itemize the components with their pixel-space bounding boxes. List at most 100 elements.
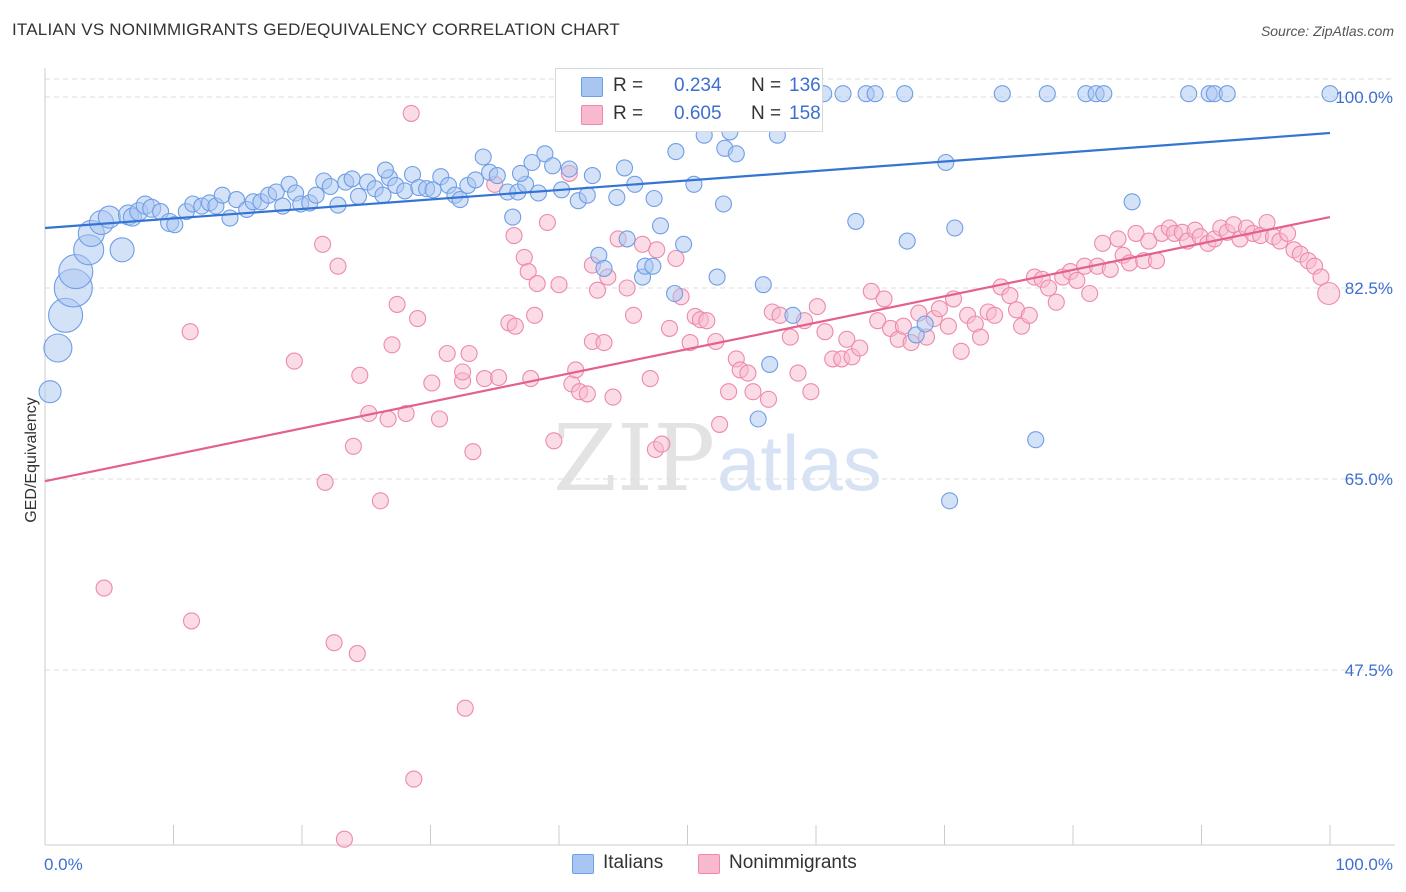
data-point	[343, 170, 361, 188]
data-point	[1180, 85, 1198, 103]
data-point	[1027, 431, 1045, 449]
data-point	[560, 160, 578, 178]
data-point	[851, 339, 869, 357]
data-point	[464, 443, 482, 461]
nonimmigrants-swatch	[698, 854, 720, 874]
data-point	[653, 435, 671, 453]
data-point	[847, 212, 865, 230]
data-point	[316, 473, 334, 491]
data-point	[109, 237, 135, 263]
data-point	[307, 186, 325, 204]
data-point	[727, 145, 745, 163]
data-point	[526, 306, 544, 324]
data-point	[789, 364, 807, 382]
data-point	[645, 189, 663, 208]
data-point	[335, 830, 353, 848]
trend-lines	[44, 131, 1331, 483]
data-point	[460, 344, 478, 363]
legend-r-value: 0.605	[674, 103, 722, 124]
data-point	[181, 323, 199, 341]
data-point	[651, 217, 670, 235]
data-point	[898, 232, 916, 250]
grid-lines	[45, 78, 1395, 671]
data-point	[816, 323, 834, 341]
stats-legend: R = 0.234 N = 136 R = 0.605 N = 158	[555, 68, 823, 132]
data-point	[615, 159, 634, 177]
data-point	[456, 699, 474, 717]
data-point	[761, 355, 779, 373]
data-point	[451, 191, 469, 209]
data-point	[488, 167, 506, 185]
data-point	[504, 208, 522, 226]
data-point	[182, 612, 201, 630]
data-point	[383, 336, 401, 354]
data-point	[660, 319, 679, 337]
data-point	[739, 364, 757, 382]
data-point	[1218, 85, 1236, 103]
data-point	[714, 195, 733, 213]
data-point	[896, 85, 914, 103]
data-point	[754, 276, 772, 294]
data-point	[376, 161, 395, 179]
data-point	[1321, 85, 1339, 103]
data-point	[986, 306, 1004, 324]
data-point	[550, 276, 568, 294]
data-point	[349, 187, 368, 205]
data-point	[321, 177, 339, 196]
y-tick-label: 47.5%	[1345, 661, 1393, 680]
data-point	[285, 352, 303, 370]
data-point	[802, 383, 820, 401]
data-point	[648, 241, 666, 259]
data-point	[708, 268, 726, 286]
data-point	[430, 410, 449, 428]
trend-line-italians	[44, 131, 1331, 230]
data-point	[808, 298, 826, 316]
data-point	[624, 306, 643, 324]
data-point	[388, 295, 406, 313]
data-point	[348, 645, 366, 663]
data-point	[618, 230, 636, 248]
data-point	[838, 330, 856, 348]
data-point	[641, 370, 659, 388]
data-point	[930, 300, 948, 318]
data-point	[604, 388, 622, 406]
data-point	[409, 310, 427, 328]
data-point	[1317, 281, 1341, 306]
data-point	[784, 306, 802, 324]
data-point	[424, 181, 442, 199]
x-tick-labels: 0.0% 100.0%	[44, 855, 1393, 874]
data-point	[618, 279, 636, 297]
data-point	[371, 492, 389, 510]
data-point	[1001, 287, 1019, 305]
watermark-zip: ZIP	[553, 405, 715, 512]
data-point	[720, 383, 738, 401]
data-point	[466, 171, 485, 189]
data-point	[595, 259, 613, 277]
data-point	[681, 334, 699, 352]
data-point	[578, 385, 596, 403]
data-point	[351, 366, 369, 384]
axes	[44, 68, 1395, 846]
data-point	[1127, 224, 1145, 242]
data-point	[396, 182, 414, 200]
data-point	[166, 216, 184, 234]
legend-n-label: N =	[751, 103, 782, 124]
watermark-atlas: atlas	[717, 419, 882, 507]
data-point	[405, 770, 423, 788]
data-point	[221, 209, 239, 227]
data-point	[38, 380, 62, 404]
legend-label-nonimmigrants: Nonimmigrants	[729, 852, 857, 873]
data-point	[515, 248, 533, 266]
chart-title: ITALIAN VS NONIMMIGRANTS GED/EQUIVALENCY…	[12, 20, 620, 39]
legend-r-label: R =	[613, 75, 644, 96]
data-point	[1068, 271, 1086, 289]
y-tick-label: 82.5%	[1345, 279, 1393, 298]
data-point	[519, 263, 537, 281]
data-point	[894, 317, 912, 335]
data-point	[475, 370, 494, 388]
data-point	[379, 410, 397, 428]
data-point	[952, 342, 970, 360]
data-point	[667, 249, 685, 268]
data-point	[1047, 293, 1065, 311]
data-point	[749, 410, 767, 428]
